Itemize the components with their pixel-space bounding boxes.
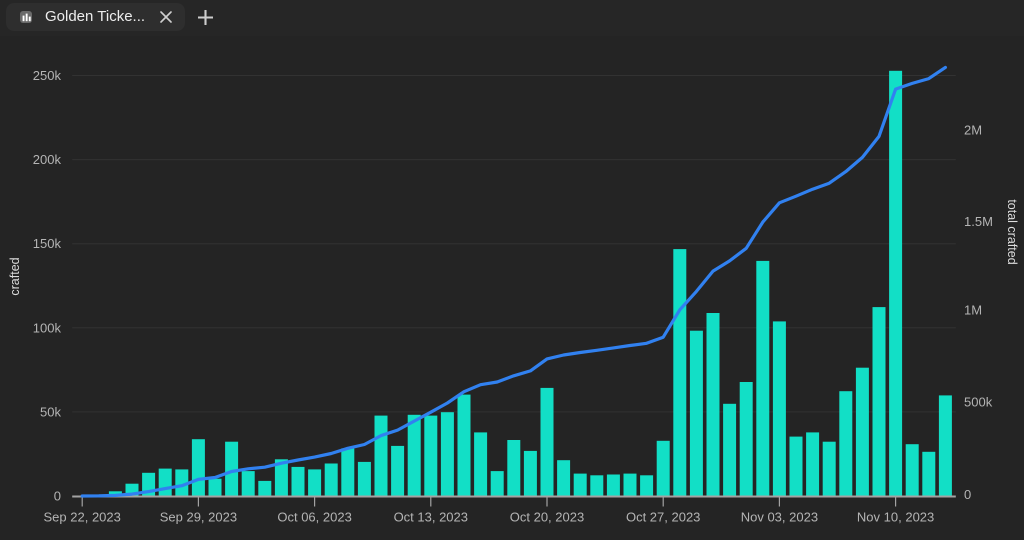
svg-text:500k: 500k	[964, 395, 993, 410]
svg-text:Oct 27, 2023: Oct 27, 2023	[626, 510, 700, 525]
svg-text:crafted: crafted	[8, 257, 22, 295]
svg-text:Sep 29, 2023: Sep 29, 2023	[160, 510, 237, 525]
svg-text:Sep 22, 2023: Sep 22, 2023	[44, 510, 121, 525]
svg-text:1.5M: 1.5M	[964, 214, 993, 229]
svg-text:50k: 50k	[40, 404, 61, 419]
svg-text:100k: 100k	[33, 320, 62, 335]
svg-text:0: 0	[964, 487, 971, 502]
svg-text:Nov 10, 2023: Nov 10, 2023	[857, 510, 934, 525]
svg-text:0: 0	[54, 489, 61, 504]
svg-text:200k: 200k	[33, 152, 62, 167]
svg-text:2M: 2M	[964, 122, 982, 137]
svg-text:Nov 03, 2023: Nov 03, 2023	[741, 510, 818, 525]
svg-text:Oct 06, 2023: Oct 06, 2023	[277, 510, 351, 525]
svg-text:1M: 1M	[964, 303, 982, 318]
svg-text:Oct 13, 2023: Oct 13, 2023	[394, 510, 468, 525]
svg-text:total crafted: total crafted	[1005, 199, 1019, 264]
svg-text:250k: 250k	[33, 68, 62, 83]
svg-text:Oct 20, 2023: Oct 20, 2023	[510, 510, 584, 525]
svg-text:150k: 150k	[33, 236, 62, 251]
